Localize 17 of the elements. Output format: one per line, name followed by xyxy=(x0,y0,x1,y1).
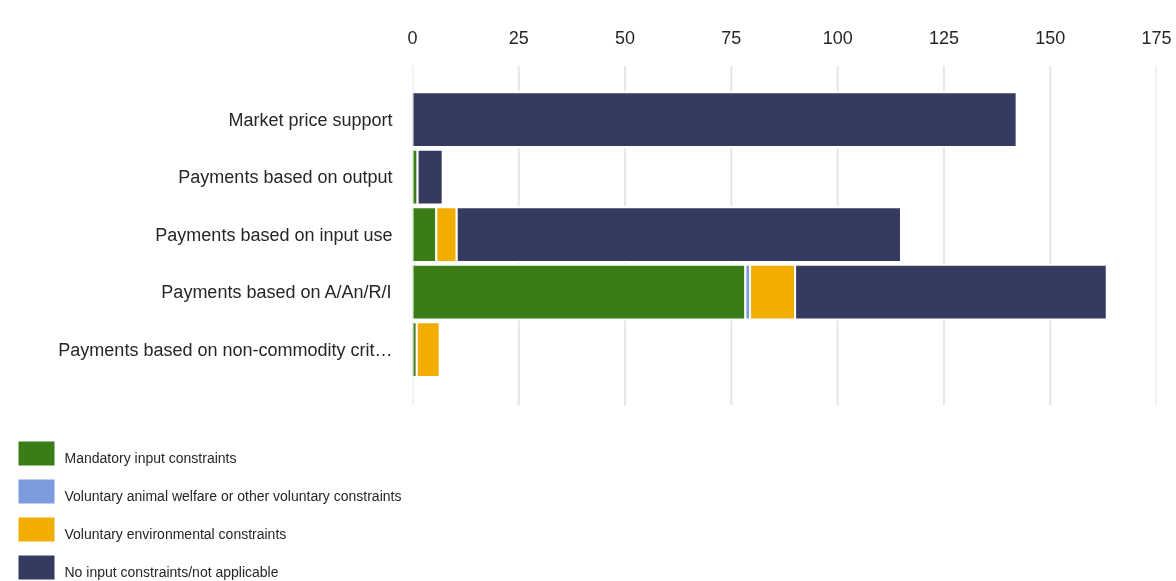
x-tick-label: 100 xyxy=(822,27,853,48)
y-tick-label: Payments based on non-commodity crit… xyxy=(58,339,393,360)
x-tick-label: 175 xyxy=(1141,27,1172,48)
legend-label: Voluntary environmental constraints xyxy=(64,525,287,542)
x-tick-label: 50 xyxy=(615,27,636,48)
x-tick-label: 125 xyxy=(928,27,959,48)
x-tick-label: 25 xyxy=(508,27,529,48)
y-tick-label: Payments based on input use xyxy=(155,224,393,245)
x-tick-label: 0 xyxy=(407,27,418,48)
legend-label: Mandatory input constraints xyxy=(64,449,237,466)
y-tick-label: Payments based on output xyxy=(178,167,393,188)
x-tick-label: 150 xyxy=(1035,27,1066,48)
y-tick-label: Market price support xyxy=(228,109,393,130)
x-tick-label: 75 xyxy=(721,27,742,48)
legend-label: No input constraints/not applicable xyxy=(64,563,279,580)
y-tick-label: Payments based on A/An/R/I xyxy=(161,282,392,303)
legend-label: Voluntary animal welfare or other voluntary constraints xyxy=(64,487,402,504)
